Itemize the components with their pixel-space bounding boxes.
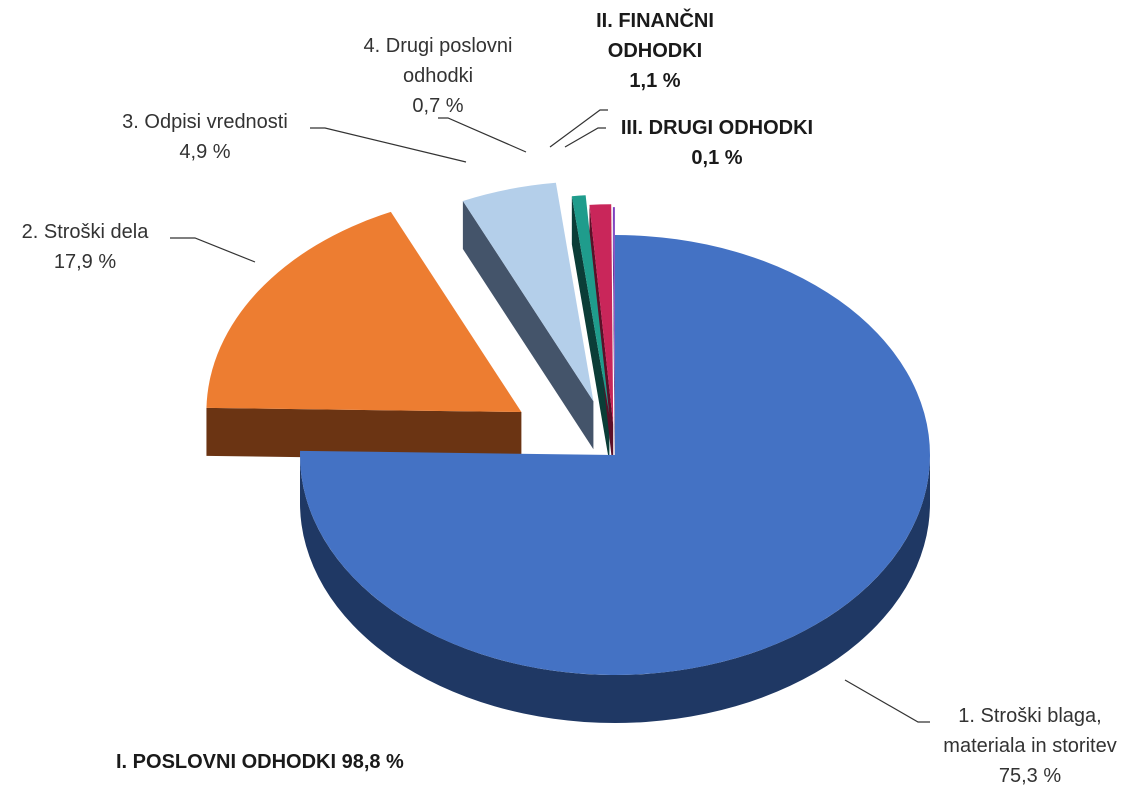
pie-tops: [206, 182, 930, 675]
slice-outer-side-1: [300, 455, 930, 723]
slice-label-3: 3. Odpisi vrednosti 4,9 %: [122, 111, 288, 163]
slice-label-6: III. DRUGI ODHODKI 0,1 %: [621, 117, 813, 169]
slice-label-line: 0,1 %: [691, 147, 742, 169]
slice-wall-6: [612, 207, 615, 476]
slice-5: [589, 204, 614, 425]
slice-label-2: 2. Stroški dela 17,9 %: [22, 221, 150, 273]
slice-wall-3: [462, 200, 594, 450]
slice-wall-2: [206, 407, 522, 461]
slice-label-line: 1. Stroški blaga,: [958, 705, 1101, 727]
slice-label-line: 2. Stroški dela: [22, 221, 150, 243]
slice-label-line: 4,9 %: [179, 141, 230, 163]
slice-1: [300, 235, 930, 675]
slice-side-5: [589, 204, 614, 473]
slice-label-line: II. FINANČNI: [596, 8, 714, 32]
slice-label-4: 4. Drugi poslovni odhodki 0,7 %: [364, 35, 513, 117]
slice-label-line: materiala in storitev: [943, 735, 1116, 757]
slice-side-6: [612, 207, 615, 476]
slice-wall-5: [589, 204, 614, 473]
slice-6: [612, 207, 615, 428]
slice-labels: 1. Stroški blaga, materiala in storitev 75…: [22, 8, 1117, 787]
slice-3: [462, 182, 594, 402]
slice-label-line: odhodki: [403, 65, 473, 87]
slice-side-4: [571, 196, 610, 463]
leader-line-4: [438, 117, 527, 153]
leader-line-1: [844, 679, 930, 723]
slice-label-line: III. DRUGI ODHODKI: [621, 117, 813, 139]
slice-wall-4: [571, 196, 610, 463]
slice-2: [206, 211, 522, 413]
slice-label-1: 1. Stroški blaga, materiala in storitev 75…: [943, 705, 1116, 787]
leader-line-3: [310, 127, 467, 163]
slice-side-1: [300, 455, 930, 723]
slice-label-line: 1,1 %: [629, 70, 680, 92]
slice-side-2: [206, 407, 522, 461]
leader-line-5: [549, 109, 608, 148]
slice-label-line: 17,9 %: [54, 251, 116, 273]
slice-4: [571, 195, 610, 415]
slice-label-5: II. FINANČNI ODHODKI 1,1 %: [596, 8, 714, 92]
slice-label-line: ODHODKI: [608, 40, 702, 62]
group-label: I. POSLOVNI ODHODKI 98,8 %: [116, 751, 404, 773]
slice-label-line: 0,7 %: [412, 95, 463, 117]
slice-label-line: 3. Odpisi vrednosti: [122, 111, 288, 133]
leader-line-6: [564, 127, 606, 148]
leader-lines: [170, 109, 930, 723]
pie-sides: [206, 196, 930, 723]
slice-side-3: [462, 200, 594, 450]
leader-line-2: [170, 237, 256, 263]
slice-label-line: 75,3 %: [999, 765, 1061, 787]
slice-label-line: 4. Drugi poslovni: [364, 35, 513, 57]
